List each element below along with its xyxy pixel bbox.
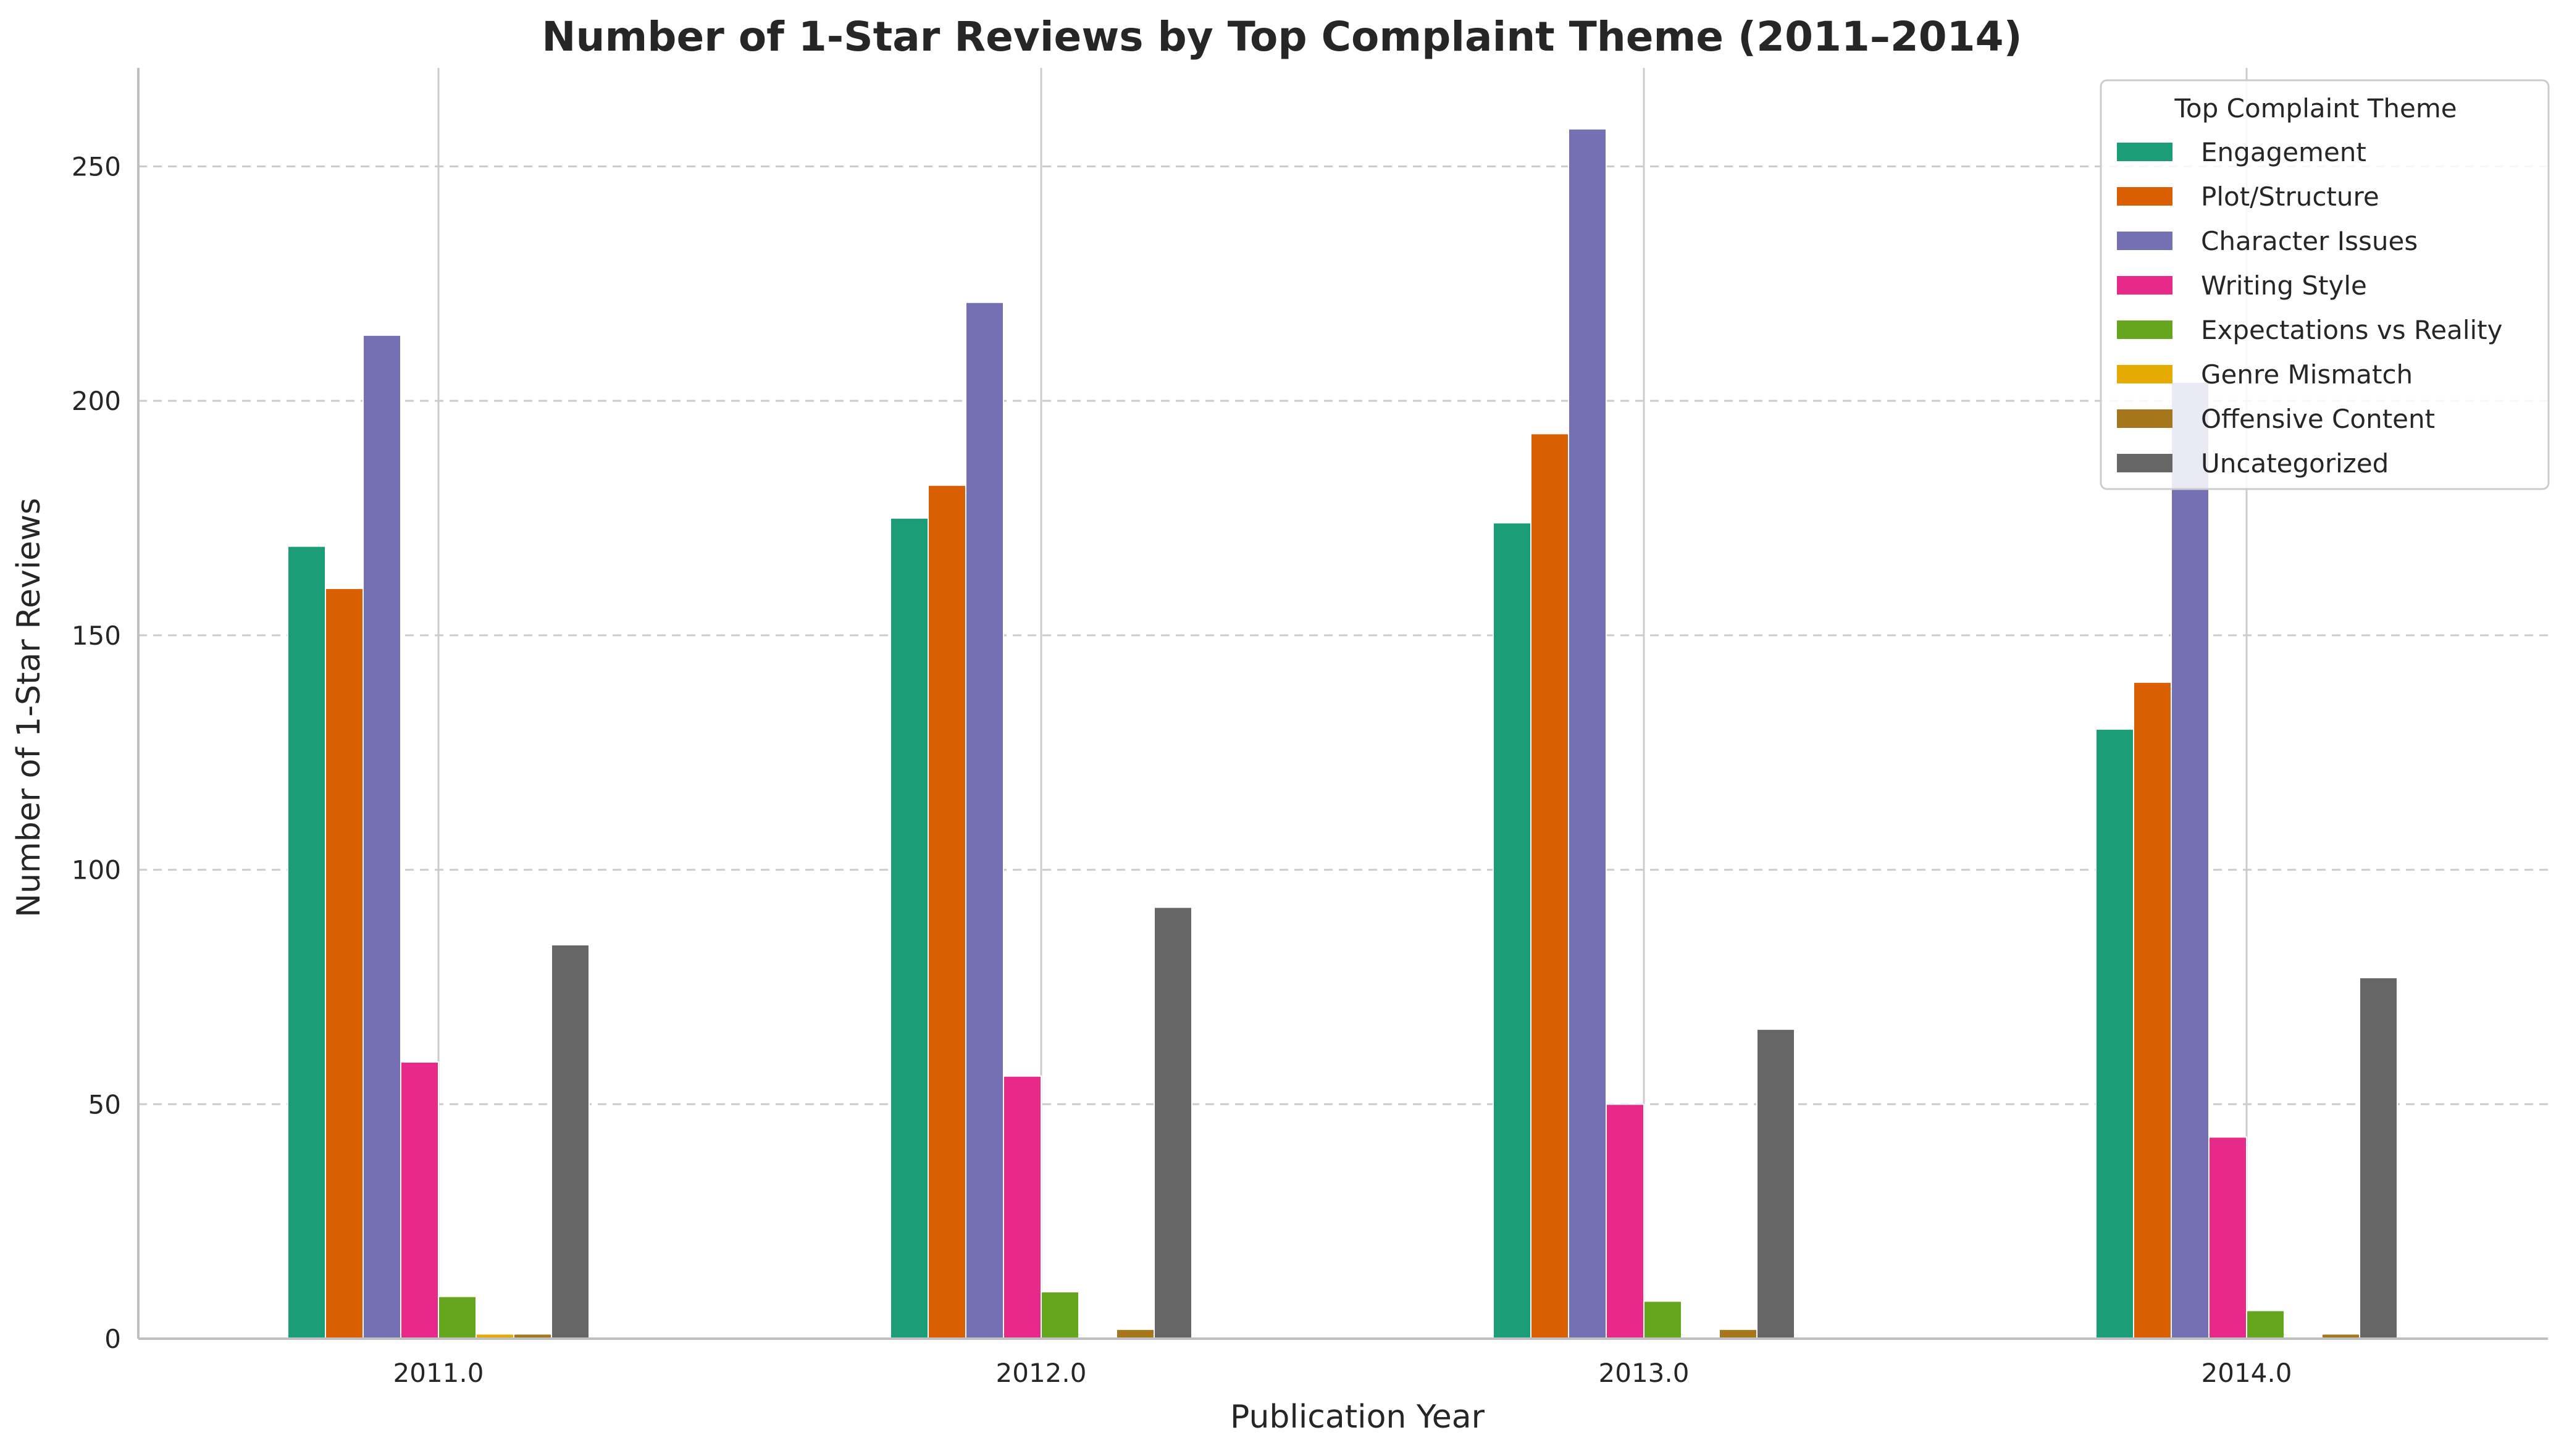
bar-writing-style-2012: [1003, 1075, 1042, 1339]
bars-layer: [287, 128, 2398, 1340]
legend-label: Writing Style: [2201, 270, 2367, 301]
bar-uncategorized-2011: [551, 944, 590, 1339]
y-tick-label: 50: [88, 1089, 121, 1119]
bar-expectations-vs-reality-2014: [2246, 1310, 2285, 1339]
bar-engagement-2014: [2095, 728, 2134, 1340]
bar-writing-style-2011: [400, 1061, 439, 1340]
y-tick-label: 250: [72, 151, 121, 182]
y-tick-label: 200: [72, 386, 121, 416]
bar-uncategorized-2014: [2359, 977, 2398, 1339]
bar-writing-style-2014: [2208, 1136, 2247, 1339]
legend-label: Character Issues: [2201, 226, 2418, 256]
legend-label: Engagement: [2201, 137, 2366, 167]
legend-swatch: [2117, 232, 2172, 250]
legend-swatch: [2117, 454, 2172, 472]
legend-swatch: [2117, 365, 2172, 383]
bar-uncategorized-2013: [1756, 1028, 1795, 1339]
bar-character-issues-2013: [1568, 128, 1607, 1339]
x-tick-label: 2011.0: [393, 1358, 484, 1388]
y-tick-label: 100: [72, 855, 121, 885]
bar-writing-style-2013: [1606, 1103, 1644, 1339]
legend-frame: [2100, 79, 2550, 490]
x-tick-label: 2014.0: [2202, 1358, 2292, 1388]
bar-plot-structure-2014: [2133, 681, 2172, 1339]
x-tick-label: 2012.0: [996, 1358, 1087, 1388]
legend-swatch: [2117, 409, 2172, 428]
bar-engagement-2011: [287, 545, 326, 1339]
legend-label: Genre Mismatch: [2201, 359, 2413, 390]
legend-label: Offensive Content: [2201, 404, 2435, 434]
axes-layer: 0 50 100 150 200 250 2011.0 2012.0 2013.0 2014.0: [72, 68, 2548, 1388]
x-axis-label: Publication Year: [1230, 1399, 1485, 1436]
legend: Top Complaint Theme Engagement Plot/Struc…: [2100, 79, 2550, 490]
bar-character-issues-2014: [2171, 381, 2210, 1339]
bar-offensive-content-2013: [1719, 1328, 1758, 1339]
chart-title: Number of 1-Star Reviews by Top Complain…: [542, 13, 2022, 61]
grid-layer: [138, 68, 2548, 1339]
legend-label: Plot/Structure: [2201, 182, 2379, 212]
legend-swatch: [2117, 276, 2172, 295]
bar-expectations-vs-reality-2011: [438, 1295, 477, 1339]
bar-plot-structure-2012: [928, 484, 966, 1339]
bar-engagement-2013: [1493, 522, 1531, 1339]
bar-uncategorized-2012: [1154, 906, 1192, 1339]
bar-plot-structure-2011: [325, 587, 364, 1339]
y-tick-label: 0: [104, 1324, 121, 1354]
bar-engagement-2012: [890, 517, 929, 1339]
x-tick-label: 2013.0: [1599, 1358, 1690, 1388]
bar-offensive-content-2012: [1116, 1328, 1155, 1339]
bar-plot-structure-2013: [1530, 433, 1569, 1339]
bar-expectations-vs-reality-2013: [1643, 1300, 1682, 1340]
legend-label: Uncategorized: [2201, 448, 2389, 479]
legend-swatch: [2117, 320, 2172, 339]
legend-swatch: [2117, 143, 2172, 161]
y-axis-label: Number of 1-Star Reviews: [10, 498, 48, 918]
bar-character-issues-2011: [362, 334, 401, 1339]
legend-label: Expectations vs Reality: [2201, 315, 2503, 345]
legend-title: Top Complaint Theme: [2174, 93, 2457, 123]
bar-expectations-vs-reality-2012: [1041, 1291, 1079, 1340]
bar-character-issues-2012: [965, 301, 1004, 1339]
y-tick-label: 150: [72, 621, 121, 651]
legend-swatch: [2117, 187, 2172, 206]
